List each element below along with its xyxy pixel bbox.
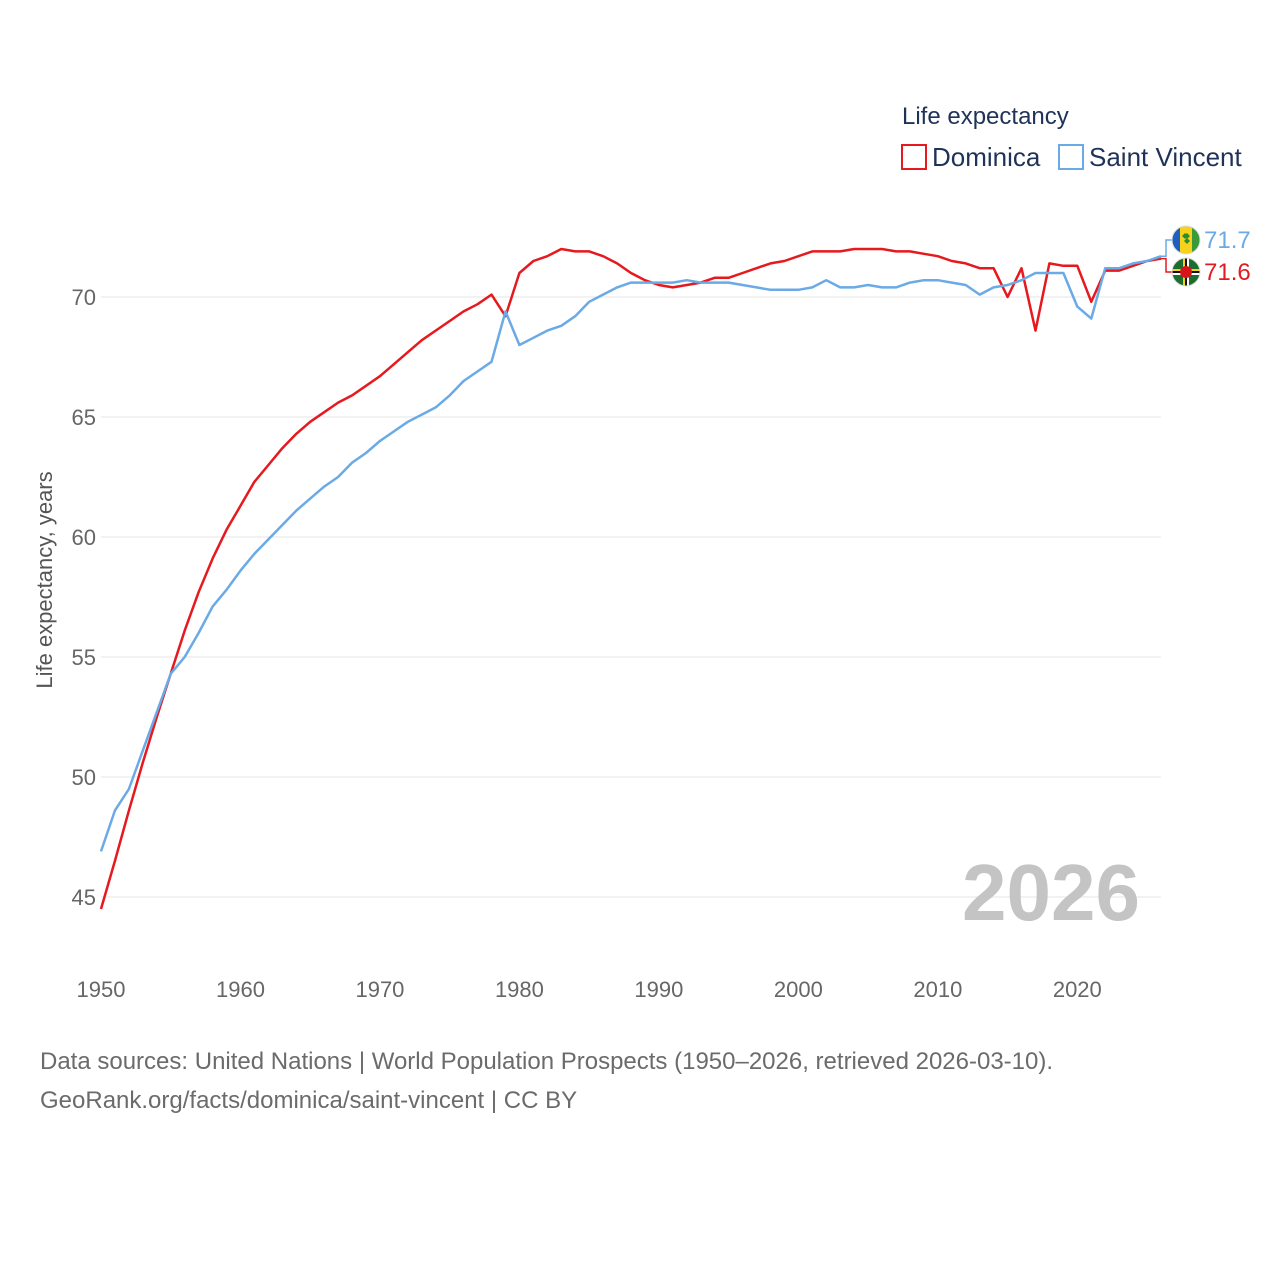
legend: Life expectancy Dominica Saint Vincent	[901, 103, 1243, 172]
y-tick-label: 65	[72, 405, 96, 430]
legend-swatch-saint-vincent	[1058, 144, 1084, 170]
x-tick-label: 2020	[1053, 977, 1102, 1002]
gridlines	[101, 296, 1161, 898]
end-connector-saint-vincent	[1161, 239, 1172, 257]
legend-label-dominica: Dominica	[932, 142, 1041, 172]
legend-item-dominica[interactable]: Dominica	[901, 142, 1041, 172]
y-axis-ticks: 45 50 55 60 65 70	[72, 285, 96, 910]
dominica-flag-icon	[1171, 257, 1201, 287]
x-tick-label: 2010	[913, 977, 962, 1002]
y-tick-label: 50	[72, 765, 96, 790]
y-tick-label: 45	[72, 885, 96, 910]
legend-title: Life expectancy	[902, 103, 1069, 130]
series-line-dominica	[99, 247, 1162, 910]
series-line-saint-vincent	[99, 255, 1162, 852]
y-tick-label: 70	[72, 285, 96, 310]
x-tick-label: 2000	[774, 977, 823, 1002]
x-axis-ticks: 1950 1960 1970 1980 1990 2000 2010 2020	[77, 977, 1102, 1002]
y-axis-label: Life expectancy, years	[32, 471, 57, 688]
y-tick-label: 60	[72, 525, 96, 550]
end-connector-dominica	[1161, 257, 1172, 273]
legend-item-saint-vincent[interactable]: Saint Vincent	[1058, 142, 1243, 172]
x-tick-label: 1970	[355, 977, 404, 1002]
x-tick-label: 1960	[216, 977, 265, 1002]
end-value-dominica: 71.6	[1204, 259, 1251, 286]
saint-vincent-flag-icon	[1171, 225, 1201, 255]
data-source-line: Data sources: United Nations | World Pop…	[40, 1048, 1053, 1075]
attribution-line[interactable]: GeoRank.org/facts/dominica/saint-vincent…	[40, 1087, 577, 1114]
x-tick-label: 1950	[77, 977, 126, 1002]
legend-label-saint-vincent: Saint Vincent	[1089, 142, 1243, 172]
y-tick-label: 55	[72, 645, 96, 670]
end-value-saint-vincent: 71.7	[1204, 227, 1251, 254]
legend-swatch-dominica	[901, 144, 927, 170]
x-tick-label: 1980	[495, 977, 544, 1002]
x-tick-label: 1990	[634, 977, 683, 1002]
current-year-watermark: 2026	[962, 848, 1140, 937]
